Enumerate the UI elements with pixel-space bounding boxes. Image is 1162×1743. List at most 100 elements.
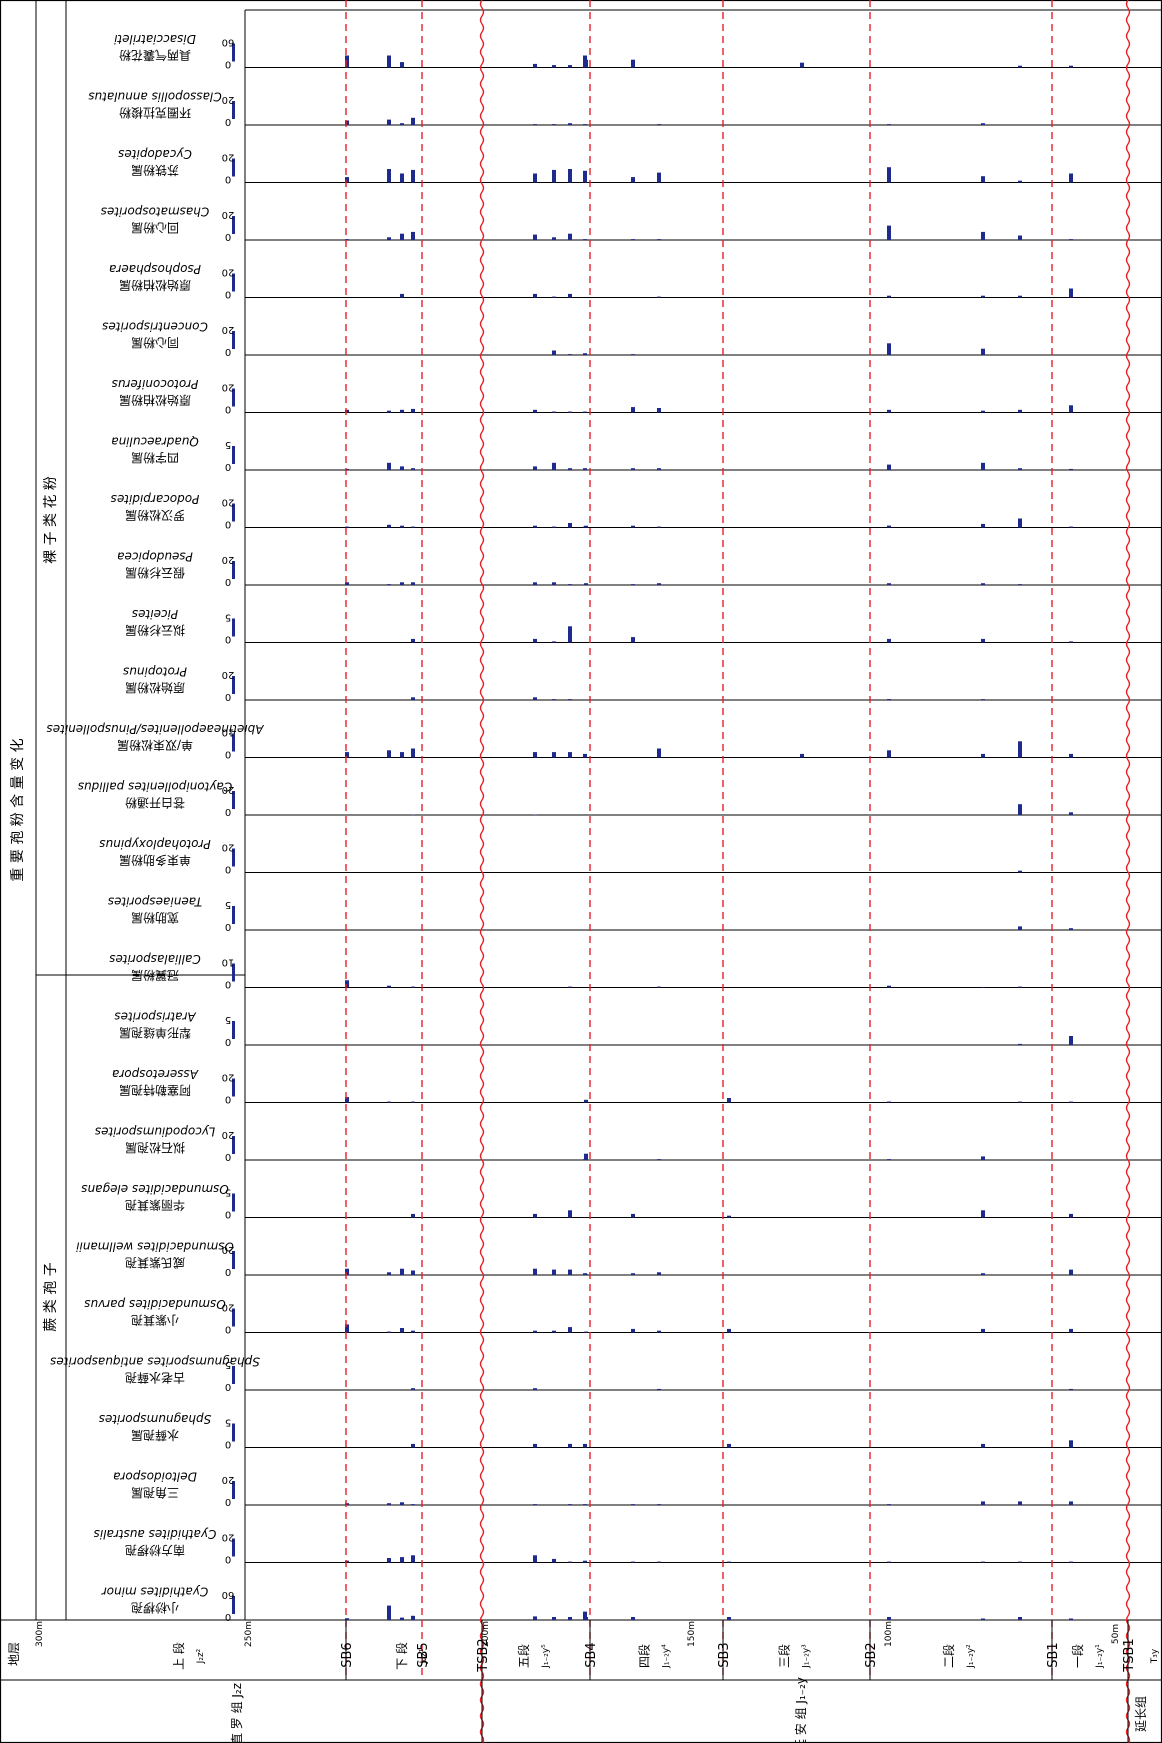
svg-text:J₂z²: J₂z² bbox=[196, 1648, 206, 1664]
series-25: Cycadopites 苏铁粉属 20 0 bbox=[118, 124, 1162, 185]
bar-16-20 bbox=[981, 699, 985, 700]
bar-6-3 bbox=[411, 1270, 415, 1275]
depth-mark-5: 50m bbox=[1111, 1624, 1121, 1644]
series-2: Deltoidospora 三角孢属 20 0 bbox=[113, 1447, 1162, 1507]
bar-15-2 bbox=[400, 752, 404, 758]
bar-6-2 bbox=[400, 1268, 404, 1275]
bar-1-22 bbox=[1069, 1561, 1073, 1563]
series-cn-27: 具两气囊花粉 bbox=[119, 48, 191, 63]
series-name-4: Sphagnumsporites antiquasporites bbox=[50, 1354, 260, 1368]
bar-21-20 bbox=[981, 410, 985, 413]
bar-1-6 bbox=[533, 1555, 537, 1563]
series-0: Cyathidites minor 小桫椤孢 60 0 bbox=[101, 1562, 1162, 1622]
bar-2-2 bbox=[400, 1502, 404, 1505]
bar-19-21 bbox=[1018, 518, 1022, 528]
series-name-8: Lycopodiumsporites bbox=[95, 1124, 215, 1138]
bar-5-13 bbox=[727, 1328, 731, 1333]
bar-0-7 bbox=[552, 1617, 556, 1620]
bar-4-3 bbox=[411, 1388, 415, 1390]
bar-10-22 bbox=[1069, 1036, 1073, 1045]
svg-text:0: 0 bbox=[225, 461, 231, 472]
bar-2-3 bbox=[411, 1504, 415, 1505]
series-name-5: Osmundacidites parvus bbox=[84, 1297, 225, 1311]
boundary-label-SB4: SB4 bbox=[584, 1642, 599, 1667]
series-cn-19: 罗汉松粉属 bbox=[125, 508, 185, 522]
svg-text:0: 0 bbox=[225, 634, 231, 645]
bar-27-7 bbox=[552, 65, 556, 68]
bar-3-9 bbox=[583, 1443, 587, 1448]
bar-15-21 bbox=[1018, 741, 1022, 758]
scale-label-9: 20 bbox=[222, 1072, 235, 1083]
bar-3-13 bbox=[727, 1443, 731, 1448]
bar-5-3 bbox=[411, 1330, 415, 1333]
bar-26-9 bbox=[583, 124, 587, 125]
scale-label-10: 5 bbox=[225, 1014, 231, 1025]
series-cn-5: 小紫萁孢 bbox=[131, 1313, 179, 1327]
member-7: T₃y bbox=[1127, 1620, 1160, 1680]
bar-7-6 bbox=[533, 1213, 537, 1218]
bar-15-20 bbox=[981, 753, 985, 758]
scale-label-8: 20 bbox=[222, 1129, 235, 1140]
bar-17-6 bbox=[533, 638, 537, 643]
boundary-line-TSB1 bbox=[1125, 0, 1131, 1743]
svg-text:0: 0 bbox=[225, 231, 231, 242]
boundary-label-TSB2: TSB2 bbox=[476, 1638, 491, 1672]
bar-11-16 bbox=[887, 985, 891, 988]
gym-group-label: 裸 子 类 花 粉 bbox=[43, 476, 59, 564]
scale-label-15: 10 bbox=[222, 727, 235, 738]
svg-text:0: 0 bbox=[225, 1496, 231, 1507]
svg-text:0: 0 bbox=[225, 404, 231, 415]
bar-24-7 bbox=[552, 237, 556, 240]
member-1: 下 段 J₂z¹ bbox=[345, 1620, 429, 1680]
bar-21-22 bbox=[1069, 405, 1073, 413]
scale-label-4: 5 bbox=[225, 1359, 231, 1370]
scale-label-18: 20 bbox=[222, 554, 235, 565]
bar-21-11 bbox=[631, 407, 635, 413]
bar-19-10 bbox=[584, 525, 588, 528]
bar-8-16 bbox=[887, 1159, 891, 1160]
bar-19-8 bbox=[568, 523, 572, 528]
scale-label-27: 60 bbox=[222, 37, 235, 48]
bar-2-12 bbox=[657, 1504, 661, 1505]
bar-8-10 bbox=[584, 1153, 588, 1160]
svg-text:J₁₋₂y¹: J₁₋₂y¹ bbox=[1095, 1644, 1105, 1669]
bar-21-1 bbox=[387, 410, 391, 413]
scale-label-26: 20 bbox=[222, 94, 235, 105]
bar-9-21 bbox=[1018, 1101, 1022, 1103]
bar-0-8 bbox=[568, 1617, 572, 1620]
svg-text:0: 0 bbox=[225, 1151, 231, 1162]
svg-text:0: 0 bbox=[225, 1094, 231, 1105]
bar-2-11 bbox=[631, 1504, 635, 1505]
bar-19-1 bbox=[387, 524, 391, 528]
bar-0-20 bbox=[981, 1618, 985, 1620]
bar-25-12 bbox=[657, 172, 661, 183]
bar-14-21 bbox=[1018, 804, 1022, 815]
svg-text:0: 0 bbox=[225, 749, 231, 760]
bar-4-22 bbox=[1069, 1388, 1073, 1390]
series-16: Protopinus 原始松粉属 20 0 bbox=[123, 642, 1162, 702]
bar-21-6 bbox=[533, 409, 537, 413]
bar-19-6 bbox=[533, 525, 537, 528]
bar-4-6 bbox=[533, 1388, 537, 1390]
series-name-26: Classopollis annulatus bbox=[88, 89, 221, 103]
bar-25-8 bbox=[568, 169, 572, 183]
series-cn-3: 水藓孢属 bbox=[131, 1428, 179, 1442]
bar-21-3 bbox=[411, 408, 415, 413]
bar-2-16 bbox=[887, 1504, 891, 1505]
bar-23-21 bbox=[1018, 295, 1022, 298]
bar-6-0 bbox=[345, 1268, 349, 1275]
scale-label-6: 20 bbox=[222, 1244, 235, 1255]
bar-1-8 bbox=[568, 1561, 572, 1563]
bar-25-0 bbox=[345, 177, 349, 183]
series-19: Podocarpidites 罗汉松粉属 20 0 bbox=[111, 469, 1162, 530]
series-name-6: Osmundacidites wellmanii bbox=[75, 1239, 233, 1253]
bar-24-21 bbox=[1018, 235, 1022, 240]
bar-15-12 bbox=[657, 748, 661, 758]
bar-21-16 bbox=[887, 409, 891, 413]
series-cn-8: 拟石松孢属 bbox=[125, 1140, 185, 1154]
scale-label-14: 20 bbox=[222, 784, 235, 795]
series-cn-10: 犁形单缝孢属 bbox=[119, 1025, 191, 1040]
bar-6-1 bbox=[387, 1272, 391, 1275]
series-name-7: Osmundacidites elegans bbox=[81, 1182, 229, 1196]
bar-20-16 bbox=[887, 466, 891, 470]
